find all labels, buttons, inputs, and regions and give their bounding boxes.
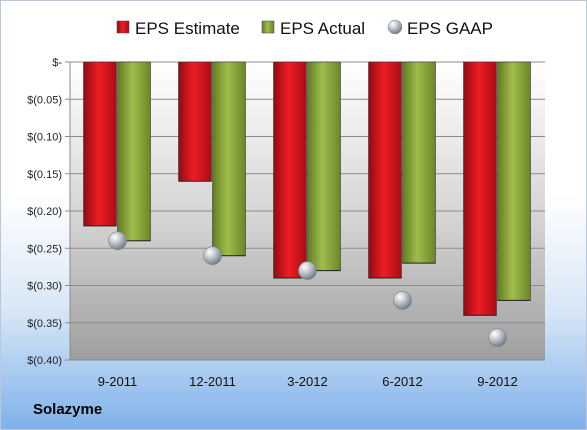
legend-label: EPS Actual [280, 19, 365, 38]
y-tick-label: $(0.15) [27, 169, 62, 181]
x-tick-label: 9-2012 [477, 374, 517, 389]
x-tick-label: 6-2012 [382, 374, 422, 389]
bar-eps-estimate [273, 61, 307, 279]
legend-marker-eps-actual [261, 20, 275, 34]
bar-eps-actual [497, 61, 531, 301]
legend-label: EPS Estimate [135, 19, 240, 38]
y-tick-label: $(0.05) [27, 94, 62, 106]
y-tick-label: $- [52, 57, 62, 69]
y-tick-label: $(0.40) [27, 355, 62, 367]
bar-eps-actual [212, 61, 246, 256]
x-tick-label: 3-2012 [287, 374, 327, 389]
bar-eps-actual [117, 61, 151, 242]
bar-eps-actual [307, 61, 341, 271]
bar-eps-actual [402, 61, 436, 264]
bar-eps-estimate [178, 61, 212, 182]
point-eps-gaap [488, 328, 507, 347]
y-tick-label: $(0.35) [27, 318, 62, 330]
company-name: Solazyme [33, 401, 103, 418]
y-tick-label: $(0.10) [27, 132, 62, 144]
y-tick-label: $(0.30) [27, 281, 62, 293]
y-tick-label: $(0.25) [27, 243, 62, 255]
bar-eps-estimate [463, 61, 497, 316]
point-eps-gaap [393, 291, 412, 310]
x-tick-label: 9-2011 [98, 374, 138, 389]
y-tick-label: $(0.20) [27, 206, 62, 218]
bar-eps-estimate [368, 61, 402, 279]
point-eps-gaap [108, 231, 127, 251]
legend-marker-eps-estimate [116, 20, 130, 34]
legend-label: EPS GAAP [407, 19, 493, 38]
bar-eps-estimate [83, 61, 117, 227]
x-tick-label: 12-2011 [189, 374, 236, 389]
point-eps-gaap [298, 261, 317, 280]
point-eps-gaap [203, 246, 222, 265]
legend-marker-eps-gaap [387, 19, 403, 35]
